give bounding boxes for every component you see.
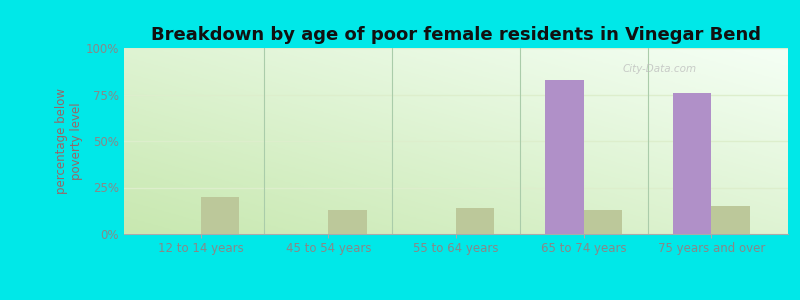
Bar: [584, 210, 622, 234]
Bar: [201, 197, 239, 234]
Bar: [673, 93, 711, 234]
Text: City-Data.com: City-Data.com: [623, 64, 697, 74]
Bar: [546, 80, 584, 234]
Y-axis label: percentage below
poverty level: percentage below poverty level: [55, 88, 83, 194]
Bar: [328, 210, 366, 234]
Bar: [456, 208, 494, 234]
Bar: [711, 206, 750, 234]
Title: Breakdown by age of poor female residents in Vinegar Bend: Breakdown by age of poor female resident…: [151, 26, 761, 44]
